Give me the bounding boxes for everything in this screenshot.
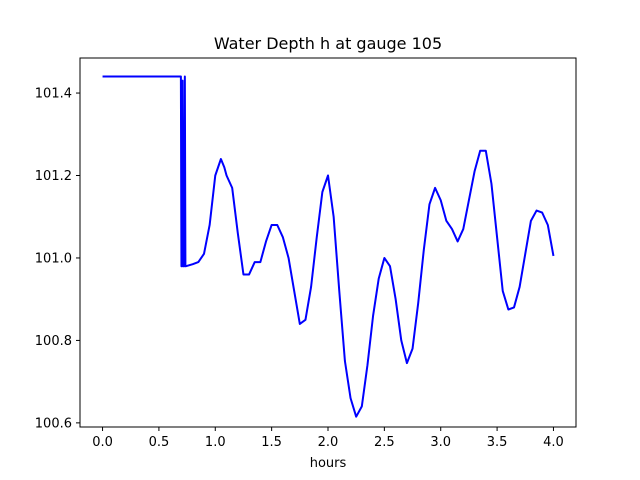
x-tick-label: 3.0 [430, 435, 451, 450]
x-tick-label: 2.5 [374, 435, 395, 450]
chart-title: Water Depth h at gauge 105 [214, 34, 442, 53]
x-tick-label: 4.0 [543, 435, 564, 450]
x-tick-label: 2.0 [318, 435, 339, 450]
y-tick-label: 101.4 [35, 87, 72, 102]
x-tick-label: 3.5 [487, 435, 508, 450]
series-line-0 [102, 75, 555, 418]
x-axis-label: hours [310, 456, 347, 471]
axis-ticks: 0.0 0.5 1.0 1.5 2.0 2.5 3.0 3.5 4.0 100.6 100.8 101… [35, 87, 564, 450]
y-tick-label: 100.8 [35, 334, 72, 349]
y-tick-label: 100.6 [35, 416, 72, 431]
plot-area [102, 75, 555, 418]
x-tick-label: 1.5 [261, 435, 282, 450]
y-tick-label: 101.2 [35, 169, 72, 184]
y-tick-label: 101.0 [35, 251, 72, 266]
axes-frame [79, 57, 577, 428]
x-tick-label: 0.0 [92, 435, 113, 450]
x-tick-label: 0.5 [149, 435, 170, 450]
x-tick-label: 1.0 [205, 435, 226, 450]
